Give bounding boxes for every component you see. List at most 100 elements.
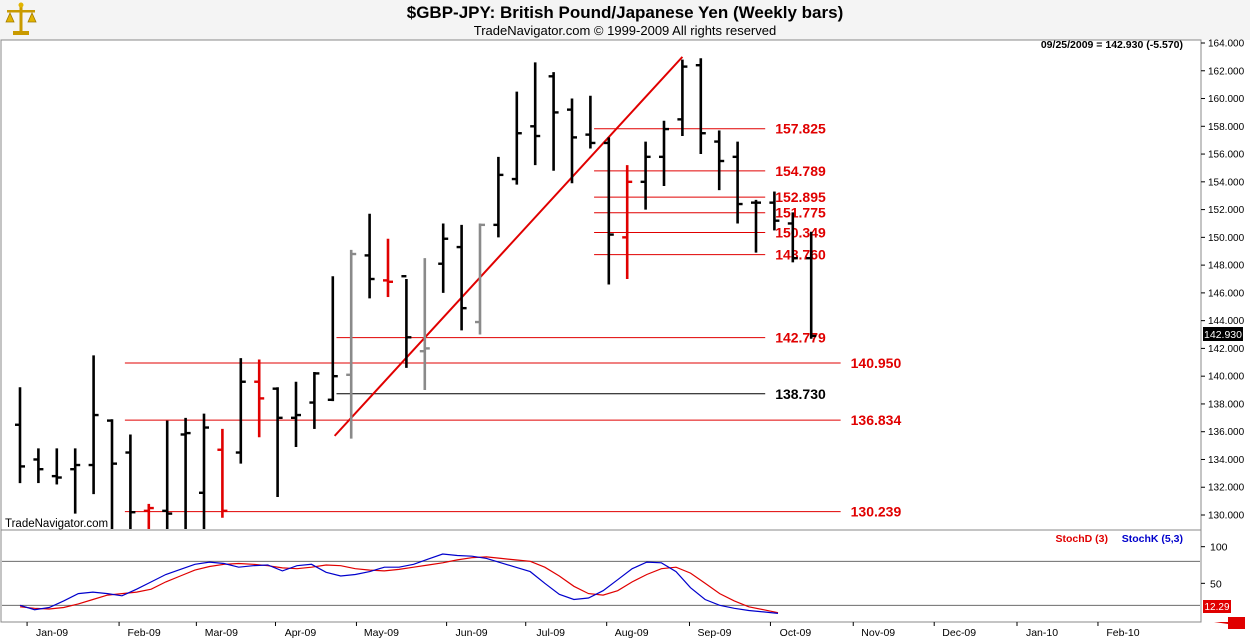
price-bars: [15, 58, 817, 529]
chart-subtitle: TradeNavigator.com © 1999-2009 All right…: [473, 23, 777, 38]
price-tick-label: 160.000: [1208, 94, 1245, 105]
time-tick-label: May-09: [364, 627, 399, 639]
level-label: 151.775: [775, 205, 826, 221]
last-value-readout: 09/25/2009 = 142.930 (-5.570): [1041, 39, 1183, 51]
ohlc-bar: [327, 276, 338, 402]
level-label: 140.950: [851, 355, 902, 371]
ohlc-bar: [272, 387, 283, 497]
ohlc-bar: [15, 387, 25, 484]
ohlc-bar: [714, 130, 725, 191]
time-tick-label: Jan-10: [1026, 627, 1058, 639]
price-tick-label: 138.000: [1208, 399, 1245, 410]
ohlc-bar: [585, 95, 596, 149]
ohlc-bar: [235, 358, 246, 464]
stoch-tick-label: 100: [1210, 542, 1228, 554]
ohlc-bar: [659, 120, 669, 186]
ohlc-bar: [33, 448, 44, 484]
ohlc-bar: [493, 156, 504, 238]
last-price-tag-bg: [1203, 327, 1243, 341]
ohlc-bar: [677, 59, 688, 137]
ohlc-bar: [640, 141, 651, 210]
price-axis: 130.000 132.000 134.000 136.000 138.000 140.0…: [1201, 39, 1245, 522]
price-tick-label: 130.000: [1208, 511, 1245, 522]
level-label: 150.349: [775, 225, 826, 241]
time-tick-label: Jun-09: [456, 627, 488, 639]
time-tick-label: Feb-10: [1106, 627, 1139, 639]
ohlc-bar: [603, 137, 614, 285]
time-tick-label: Dec-09: [942, 627, 976, 639]
ohlc-bar: [199, 413, 209, 529]
ohlc-bar: [143, 503, 154, 529]
level-label: 142.779: [775, 330, 826, 346]
last-price-tag: 142.930: [1204, 329, 1242, 341]
time-tick-label: Jul-09: [536, 627, 565, 639]
header-bar: [0, 0, 1250, 40]
ohlc-bar: [787, 212, 798, 263]
time-tick-label: Nov-09: [861, 627, 895, 639]
price-tick-label: 142.000: [1208, 344, 1245, 355]
watermark: TradeNavigator.com: [5, 518, 108, 530]
price-tick-label: 156.000: [1208, 150, 1245, 161]
stoch-value-tag-bg: [1203, 600, 1231, 613]
price-tick-label: 154.000: [1208, 177, 1245, 188]
trade-navigator-scales-icon: [5, 2, 37, 35]
chart-title: $GBP-JPY: British Pound/Japanese Yen (We…: [406, 3, 844, 22]
ohlc-bar: [180, 417, 191, 529]
ohlc-bar: [364, 213, 375, 299]
price-tick-label: 132.000: [1208, 483, 1245, 494]
ohlc-bar: [530, 62, 541, 166]
level-label: 154.789: [775, 163, 826, 179]
price-tick-label: 152.000: [1208, 205, 1245, 216]
ohlc-bar: [383, 238, 393, 298]
time-axis: Jan-09 Feb-09 Mar-09 Apr-09 May-09 Jun-09 Jul-…: [26, 622, 1140, 639]
time-tick-label: Aug-09: [615, 627, 649, 639]
ohlc-bar: [291, 381, 301, 447]
ohlc-bar: [70, 448, 81, 514]
stoch-series-line: [19, 556, 779, 614]
ohlc-bar: [125, 434, 136, 529]
price-tick-label: 162.000: [1208, 66, 1245, 77]
ohlc-bar: [456, 224, 467, 331]
stoch-tick-label: 50: [1210, 578, 1222, 590]
stoch-panel-border: [0, 529, 1202, 623]
stoch-legend-k: StochK (5,3): [1122, 533, 1183, 545]
ohlc-bar: [769, 191, 780, 231]
price-tick-label: 136.000: [1208, 427, 1245, 438]
price-tick-label: 144.000: [1208, 316, 1245, 327]
ohlc-bar: [567, 98, 577, 184]
price-tick-label: 148.000: [1208, 261, 1245, 272]
price-panel-border: [0, 39, 1202, 531]
left-arrow-icon[interactable]: [1214, 617, 1245, 629]
price-tick-label: 134.000: [1208, 455, 1245, 466]
price-tick-label: 164.000: [1208, 39, 1245, 50]
ohlc-bar: [162, 420, 173, 529]
ohlc-bar: [732, 141, 743, 224]
ohlc-bar: [254, 359, 265, 438]
level-label: 138.730: [775, 386, 826, 402]
time-tick-label: Mar-09: [205, 627, 238, 639]
stochastic-panel: 100 50: [2, 542, 1228, 614]
ohlc-bar: [751, 199, 761, 253]
level-label: 130.239: [851, 504, 902, 520]
ohlc-bar: [346, 249, 357, 439]
time-tick-label: Oct-09: [780, 627, 812, 639]
ohlc-bar: [475, 223, 485, 335]
ohlc-bar: [548, 72, 559, 171]
ohlc-bar: [401, 275, 412, 368]
level-label: 157.825: [775, 121, 826, 137]
ohlc-bar: [217, 428, 228, 518]
ohlc-bar: [695, 58, 706, 155]
ohlc-bar: [622, 165, 633, 279]
level-label: 136.834: [851, 412, 902, 428]
ohlc-bar: [806, 231, 817, 339]
ohlc-bar: [88, 355, 99, 495]
trendline-layer: [333, 56, 684, 437]
ohlc-bar: [419, 258, 430, 391]
ohlc-bar: [51, 448, 62, 485]
stoch-value-tag: 12.29: [1204, 602, 1229, 613]
time-tick-label: Sep-09: [698, 627, 732, 639]
time-tick-label: Apr-09: [285, 627, 317, 639]
price-tick-label: 146.000: [1208, 288, 1245, 299]
trendline: [333, 56, 684, 437]
